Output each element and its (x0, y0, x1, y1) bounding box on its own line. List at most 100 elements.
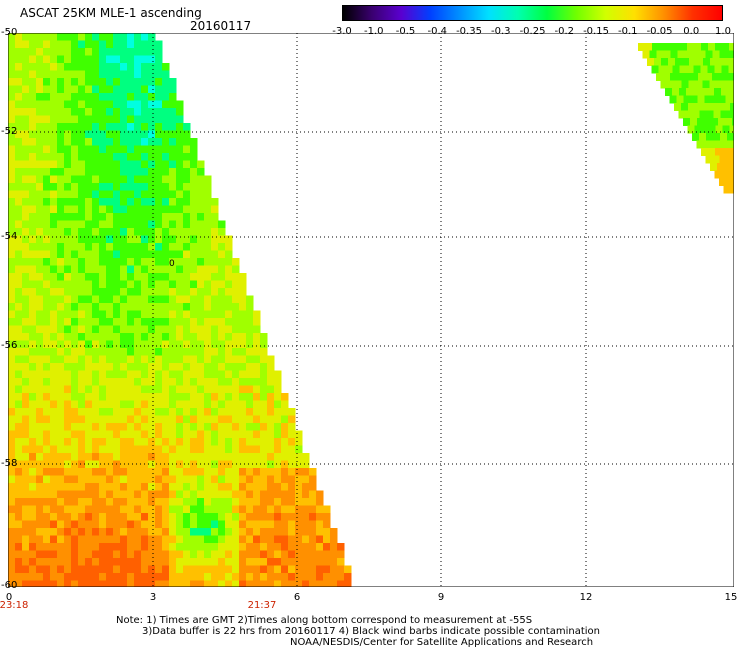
swath-cell (197, 168, 205, 176)
swath-cell (169, 288, 177, 296)
swath-cell (29, 370, 37, 379)
swath-cell (323, 558, 331, 566)
swath-cell (323, 535, 331, 544)
swath-cell (197, 213, 205, 221)
swath-cell (727, 133, 734, 141)
swath-cell (120, 363, 128, 371)
swath-cell (36, 85, 44, 94)
swath-cell (685, 110, 693, 119)
swath-cell (239, 310, 247, 319)
swath-cell (22, 108, 30, 116)
swath-cell (120, 123, 128, 131)
swath-cell (722, 148, 730, 156)
swath-cell (57, 48, 65, 56)
swath-cell (71, 93, 79, 101)
swath-cell (127, 138, 135, 146)
swath-cell (120, 573, 128, 581)
swath-cell (120, 445, 128, 454)
swath-cell (148, 460, 156, 469)
swath-cell (92, 288, 100, 296)
swath-cell (50, 85, 58, 94)
swath-cell (99, 490, 107, 499)
swath-cell (162, 333, 170, 341)
swath-cell (183, 558, 191, 566)
swath-cell (43, 78, 51, 86)
swath-cell (183, 273, 191, 281)
swath-cell (57, 213, 65, 221)
swath-cell (127, 385, 135, 394)
swath-cell (106, 288, 114, 296)
swath-cell (155, 280, 163, 289)
swath-cell (155, 423, 163, 431)
swath-cell (120, 543, 128, 551)
swath-cell (253, 520, 261, 529)
swath-cell (29, 228, 37, 236)
swath-cell (141, 520, 149, 529)
swath-cell (120, 303, 128, 311)
swath-cell (722, 43, 730, 51)
swath-cell (253, 310, 261, 319)
swath-cell (190, 528, 198, 536)
swath-cell (169, 130, 177, 139)
swath-cell (78, 153, 86, 161)
swath-cell (15, 423, 23, 431)
swath-cell (176, 558, 184, 566)
swath-cell (225, 490, 233, 499)
swath-cell (696, 140, 704, 149)
swath-cell (113, 33, 121, 41)
swath-cell (64, 138, 72, 146)
swath-cell (232, 370, 240, 379)
swath-cell (36, 130, 44, 139)
swath-cell (141, 243, 149, 251)
swath-cell (267, 483, 275, 491)
swath-cell (260, 333, 268, 341)
lat-label-50: -50 (1, 27, 18, 38)
swath-cell (211, 385, 219, 394)
swath-cell (721, 65, 729, 74)
swath-cell (120, 355, 128, 364)
swath-cell (22, 363, 30, 371)
swath-cell (78, 235, 86, 244)
swath-cell (85, 123, 93, 131)
swath-cell (197, 265, 205, 274)
swath-cell (246, 535, 254, 544)
swath-cell (71, 438, 79, 446)
swath-cell (78, 145, 86, 154)
swath-cell (15, 483, 23, 491)
swath-cell (64, 220, 72, 229)
swath-cell (134, 205, 142, 214)
swath-cell (106, 138, 114, 146)
lat-label-52: -52 (1, 126, 18, 137)
swath-cell (64, 115, 72, 124)
swath-cell (204, 483, 212, 491)
swath-cell (141, 213, 149, 221)
swath-cell (309, 498, 317, 506)
swath-cell (64, 153, 72, 161)
swath-cell (36, 385, 44, 394)
swath-cell (204, 528, 212, 536)
swath-cell (85, 48, 93, 56)
swath-cell (162, 363, 170, 371)
swath-cell (288, 505, 296, 514)
swath-cell (225, 573, 233, 581)
swath-cell (197, 258, 205, 266)
swath-cell (253, 468, 261, 476)
swath-cell (660, 80, 668, 89)
swath-cell (190, 273, 198, 281)
swath-cell (197, 273, 205, 281)
swath-cell (36, 528, 44, 536)
swath-cell (120, 153, 128, 161)
swath-cell (78, 438, 86, 446)
swath-cell (92, 430, 100, 439)
swath-cell (183, 220, 191, 229)
swath-cell (15, 513, 23, 521)
swath-cell (141, 145, 149, 154)
swath-cell (211, 580, 219, 587)
swath-cell (113, 318, 121, 326)
swath-cell (197, 318, 205, 326)
swath-cell (64, 130, 72, 139)
swath-cell (183, 340, 191, 349)
swath-cell (120, 340, 128, 349)
swath-cell (57, 235, 65, 244)
swath-cell (141, 558, 149, 566)
